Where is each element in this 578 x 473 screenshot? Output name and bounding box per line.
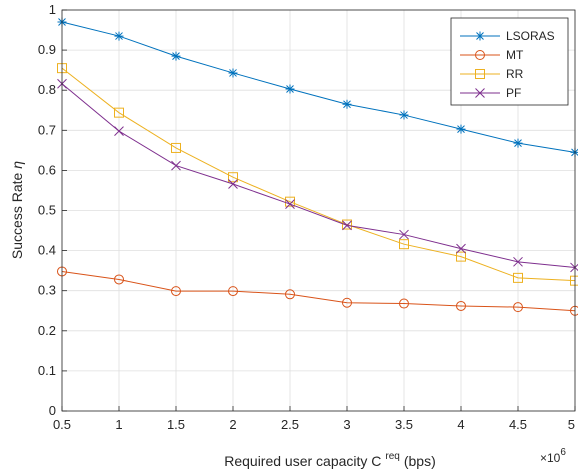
data-point-marker <box>285 199 295 209</box>
y-axis-ticks: 0 0.1 0.2 0.3 0.4 0.5 0.6 0.7 0.8 0.9 1 <box>38 2 67 418</box>
y-tick-label: 0 <box>49 403 56 418</box>
series-mt <box>57 266 578 316</box>
data-point-marker <box>570 147 578 157</box>
legend-label: LSORAS <box>506 29 555 43</box>
data-point-marker <box>171 51 181 61</box>
data-point-marker <box>475 50 485 60</box>
data-point-marker <box>513 138 523 148</box>
legend-label: PF <box>506 86 521 100</box>
data-point-marker <box>228 172 238 183</box>
x-tick-label: 2 <box>229 417 236 432</box>
data-point-marker <box>475 69 485 79</box>
data-point-marker <box>228 179 238 189</box>
data-point-marker <box>228 68 238 78</box>
series-line <box>61 67 576 282</box>
data-point-marker <box>475 88 485 98</box>
y-tick-label: 0.9 <box>38 42 56 57</box>
data-point-marker <box>399 239 409 250</box>
x-tick-label: 5 <box>568 417 575 432</box>
data-point-marker <box>171 286 181 297</box>
series-line <box>61 21 576 153</box>
y-axis-label: Success Rateη <box>9 161 25 259</box>
data-point-marker <box>342 220 352 231</box>
data-point-marker <box>399 298 409 309</box>
data-point-marker <box>513 272 523 283</box>
series-line <box>61 83 576 268</box>
data-point-marker <box>114 126 124 136</box>
data-point-marker <box>285 289 295 300</box>
y-tick-label: 0.7 <box>38 122 56 137</box>
legend-box <box>450 17 569 106</box>
data-point-marker <box>342 219 352 230</box>
data-point-marker <box>399 110 409 120</box>
data-point-marker <box>114 31 124 41</box>
legend-label: RR <box>506 67 524 81</box>
x-tick-label: 4 <box>457 417 464 432</box>
data-point-marker <box>171 142 181 153</box>
y-tick-label: 0.6 <box>38 162 56 177</box>
x-tick-label: 2.5 <box>281 417 299 432</box>
x-axis-exponent: ×106 <box>540 447 566 465</box>
plot-frame <box>61 9 576 412</box>
data-point-marker <box>456 251 466 262</box>
data-point-marker <box>513 256 523 267</box>
data-point-marker <box>342 297 352 308</box>
data-point-marker <box>475 31 485 41</box>
x-tick-label: 1.5 <box>167 417 185 432</box>
data-point-marker <box>114 107 124 118</box>
y-tick-label: 0.5 <box>38 203 56 218</box>
legend: LSORAS MT RR PF <box>450 17 569 106</box>
data-point-marker <box>228 286 238 297</box>
data-point-marker <box>456 300 466 311</box>
x-tick-label: 3.5 <box>395 417 413 432</box>
data-point-marker <box>342 99 352 109</box>
y-tick-label: 0.2 <box>38 323 56 338</box>
y-tick-label: 0.8 <box>38 82 56 97</box>
x-axis-ticks: 0.5 1 1.5 2 2.5 3 3.5 4 4.5 5 <box>53 406 576 432</box>
data-point-marker <box>285 196 295 207</box>
data-point-marker <box>399 229 409 240</box>
y-tick-label: 1 <box>49 2 56 17</box>
data-point-marker <box>513 302 523 313</box>
legend-label: MT <box>506 48 524 62</box>
x-tick-label: 3 <box>343 417 350 432</box>
series-line <box>61 270 576 312</box>
data-point-marker <box>456 124 466 134</box>
series-pf <box>57 78 578 273</box>
data-point-marker <box>285 84 295 94</box>
x-tick-label: 4.5 <box>509 417 527 432</box>
x-tick-label: 1 <box>115 417 122 432</box>
series-layer <box>57 17 578 316</box>
data-point-marker <box>171 160 181 171</box>
data-point-marker <box>114 274 124 285</box>
y-tick-label: 0.4 <box>38 243 56 258</box>
x-tick-label: 0.5 <box>53 417 71 432</box>
y-tick-label: 0.1 <box>38 363 56 378</box>
y-tick-label: 0.3 <box>38 283 56 298</box>
data-point-marker <box>456 243 466 254</box>
